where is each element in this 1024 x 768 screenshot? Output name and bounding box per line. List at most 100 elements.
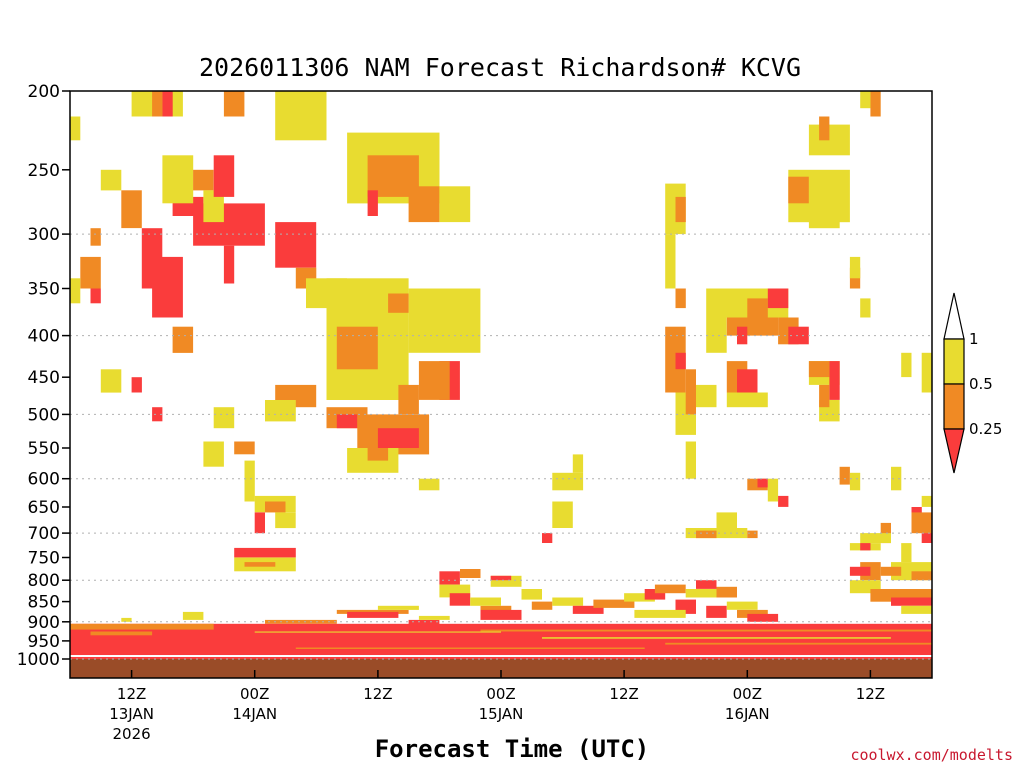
ri-cell-yellow bbox=[572, 454, 584, 473]
x-axis-label: Forecast Time (UTC) bbox=[375, 735, 650, 763]
ri-cell-orange bbox=[716, 586, 737, 598]
ri-cell-red bbox=[829, 361, 840, 400]
legend-label: 0.25 bbox=[969, 420, 1002, 438]
ri-cell-orange bbox=[234, 441, 255, 455]
ri-cell-orange bbox=[193, 169, 214, 191]
ri-cell-yellow bbox=[70, 278, 81, 304]
ri-cell-red bbox=[644, 589, 666, 600]
ri-cell-orange bbox=[388, 293, 409, 313]
y-tick-label: 450 bbox=[28, 368, 60, 388]
ri-cell-yellow bbox=[860, 91, 871, 109]
ri-cell-yellow bbox=[254, 631, 501, 633]
ri-cell-yellow bbox=[408, 288, 481, 353]
ri-cell-yellow bbox=[418, 615, 450, 620]
ri-cell-orange bbox=[696, 530, 717, 539]
y-tick-label: 700 bbox=[28, 524, 60, 544]
ri-cell-red bbox=[767, 288, 789, 309]
legend-arrow-top bbox=[943, 292, 965, 340]
ri-cell-yellow bbox=[377, 605, 419, 610]
y-tick-label: 950 bbox=[28, 632, 60, 652]
y-tick-label: 300 bbox=[28, 225, 60, 245]
x-tick-date: 16JAN bbox=[725, 705, 770, 723]
x-tick-label: 00Z bbox=[240, 685, 269, 703]
ri-cell-red bbox=[891, 597, 932, 606]
y-tick-label: 250 bbox=[28, 161, 60, 181]
ri-cell-yellow bbox=[901, 605, 932, 614]
ri-cell-red bbox=[152, 407, 163, 422]
y-tick-label: 550 bbox=[28, 439, 60, 459]
ri-cell-yellow bbox=[860, 533, 891, 543]
x-tick-date: 13JAN bbox=[109, 705, 154, 723]
ri-cell-red bbox=[90, 288, 101, 304]
ri-cell-red bbox=[706, 605, 727, 618]
legend-bin-orange bbox=[943, 383, 965, 430]
ri-cell-yellow bbox=[901, 352, 912, 378]
ri-cell-yellow bbox=[767, 478, 779, 502]
ri-cell-yellow bbox=[275, 91, 327, 141]
ri-cell-yellow bbox=[552, 597, 584, 606]
ri-cell-orange bbox=[808, 361, 830, 378]
ri-cell-yellow bbox=[552, 472, 584, 491]
ri-cell-red bbox=[152, 256, 183, 318]
ri-cell-orange bbox=[223, 91, 245, 117]
ri-cell-red bbox=[131, 377, 142, 393]
ri-cell-orange bbox=[152, 91, 163, 117]
ri-cell-red bbox=[696, 580, 717, 589]
ri-cell-yellow bbox=[70, 116, 81, 141]
ri-cell-red bbox=[860, 543, 871, 551]
ri-cell-yellow bbox=[901, 543, 912, 563]
ri-cell-orange bbox=[531, 601, 553, 610]
ri-cell-orange bbox=[880, 566, 902, 576]
ri-cell-yellow bbox=[265, 400, 296, 422]
ri-cell-orange bbox=[90, 631, 153, 636]
legend-bin-yellow bbox=[943, 338, 965, 385]
ri-cell-yellow bbox=[665, 234, 676, 289]
ri-cell-yellow bbox=[121, 617, 132, 622]
ri-cell-orange bbox=[398, 384, 419, 415]
ri-cell-yellow bbox=[100, 169, 122, 191]
ri-cell-orange bbox=[675, 196, 686, 223]
ri-cell-orange bbox=[295, 647, 645, 649]
chart-title: 2026011306 NAM Forecast Richardson# KCVG bbox=[199, 53, 801, 82]
ri-cell-red bbox=[234, 547, 296, 558]
ri-cell-yellow bbox=[685, 441, 696, 479]
ground-fill bbox=[70, 659, 932, 678]
ri-cell-orange bbox=[70, 623, 214, 630]
ri-cell-yellow bbox=[726, 392, 768, 408]
ri-cell-red bbox=[737, 369, 758, 400]
ri-cell-red bbox=[778, 495, 789, 507]
ri-cell-yellow bbox=[808, 203, 840, 229]
ri-cell-yellow bbox=[891, 466, 902, 491]
ri-cell-orange bbox=[80, 256, 101, 289]
ri-cell-red bbox=[377, 428, 419, 448]
ri-cell-yellow bbox=[203, 441, 224, 467]
ri-cell-red bbox=[747, 613, 779, 622]
ri-cell-orange bbox=[747, 530, 758, 539]
y-tick-label: 600 bbox=[28, 470, 60, 490]
ri-cell-yellow bbox=[921, 352, 932, 393]
y-tick-label: 850 bbox=[28, 593, 60, 613]
plot-area bbox=[70, 91, 932, 678]
ri-cell-yellow bbox=[244, 460, 255, 502]
ri-cell-orange bbox=[408, 186, 440, 223]
ri-cell-orange bbox=[788, 176, 809, 204]
ri-cell-orange bbox=[265, 501, 286, 513]
x-tick-label: 12Z bbox=[856, 685, 885, 703]
ri-cell-red bbox=[490, 575, 512, 581]
ri-cell-yellow bbox=[808, 124, 850, 156]
ri-cell-orange bbox=[747, 298, 768, 318]
y-tick-label: 400 bbox=[28, 327, 60, 347]
ri-cell-yellow bbox=[100, 369, 122, 393]
ri-cell-yellow bbox=[275, 512, 296, 529]
ri-cell-red bbox=[336, 414, 358, 429]
ri-cell-yellow bbox=[182, 611, 204, 620]
ri-cell-orange bbox=[665, 642, 932, 645]
x-tick-date: 14JAN bbox=[232, 705, 277, 723]
ri-cell-red bbox=[223, 245, 235, 284]
ri-cell-yellow bbox=[542, 637, 891, 639]
ri-cell-orange bbox=[367, 448, 389, 461]
credit-label: coolwx.com/modelts bbox=[850, 746, 1013, 764]
ri-cell-red bbox=[572, 605, 604, 614]
ri-cell-yellow bbox=[162, 155, 194, 204]
